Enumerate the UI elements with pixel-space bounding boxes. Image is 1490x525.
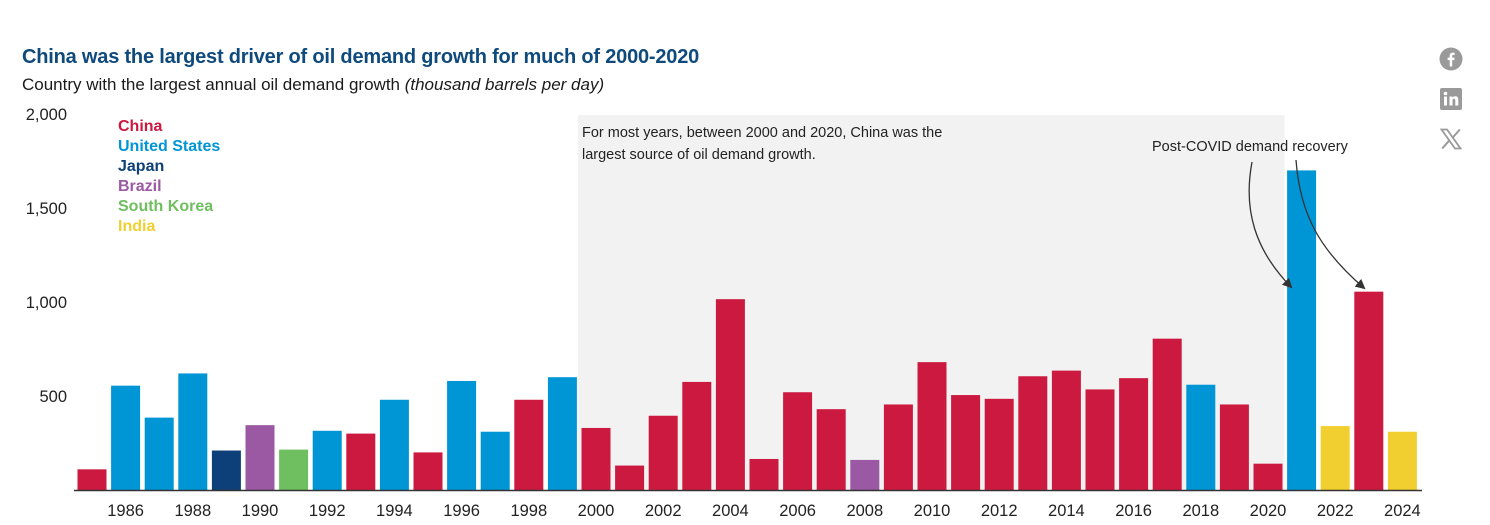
subtitle-unit: (thousand barrels per day) xyxy=(404,75,605,94)
shaded-region-note-line1: For most years, between 2000 and 2020, C… xyxy=(582,125,942,141)
bar-1995 xyxy=(413,452,443,490)
bar-1993 xyxy=(346,433,376,490)
x-tick-label: 2016 xyxy=(1115,502,1152,520)
bar-1994 xyxy=(379,399,409,490)
x-tick-label: 1990 xyxy=(242,502,279,520)
bar-2014 xyxy=(1051,370,1081,490)
x-tick-label: 2000 xyxy=(578,502,615,520)
bar-2017 xyxy=(1152,338,1182,490)
x-tick-label: 2022 xyxy=(1317,502,1354,520)
bar-1989 xyxy=(211,450,241,490)
x-tick-label: 1986 xyxy=(107,502,144,520)
x-share-button[interactable] xyxy=(1438,126,1464,152)
bar-2019 xyxy=(1219,404,1249,490)
x-tick-label: 2004 xyxy=(712,502,749,520)
x-tick-label: 1998 xyxy=(510,502,547,520)
bars xyxy=(77,170,1417,490)
x-tick-label: 1996 xyxy=(443,502,480,520)
bar-1999 xyxy=(547,377,577,490)
bar-2015 xyxy=(1085,389,1115,490)
bar-1985 xyxy=(77,469,107,490)
bar-2023 xyxy=(1354,291,1384,490)
x-tick-label: 2006 xyxy=(779,502,816,520)
bar-2021 xyxy=(1287,170,1317,490)
x-tick-label: 1994 xyxy=(376,502,413,520)
covid-recovery-note: Post-COVID demand recovery xyxy=(1152,139,1349,155)
x-tick-label: 2002 xyxy=(645,502,682,520)
bar-2002 xyxy=(648,415,678,490)
shaded-region-note-line2: largest source of oil demand growth. xyxy=(582,147,816,163)
subtitle-text: Country with the largest annual oil dema… xyxy=(22,75,405,94)
x-tick-label: 2010 xyxy=(914,502,951,520)
x-icon xyxy=(1440,128,1462,150)
x-tick-label: 1992 xyxy=(309,502,346,520)
bar-1987 xyxy=(144,417,174,490)
covid-arrow-2023 xyxy=(1295,159,1366,290)
bar-1996 xyxy=(447,380,477,490)
facebook-icon xyxy=(1439,47,1463,71)
bar-2005 xyxy=(749,458,779,490)
bar-2024 xyxy=(1387,431,1417,490)
bar-1992 xyxy=(312,430,342,490)
bar-2018 xyxy=(1186,384,1216,490)
y-tick-label: 1,500 xyxy=(26,200,67,218)
bar-2011 xyxy=(951,395,981,490)
bar-2007 xyxy=(816,409,846,490)
bar-2004 xyxy=(715,299,745,490)
bar-1990 xyxy=(245,425,275,490)
legend-united-states: United States xyxy=(118,138,221,155)
bar-2020 xyxy=(1253,463,1283,490)
bar-2013 xyxy=(1018,376,1048,490)
bar-1997 xyxy=(480,431,510,490)
legend-china: China xyxy=(118,118,163,135)
bar-1998 xyxy=(514,399,544,490)
bar-1991 xyxy=(279,449,309,490)
legend-japan: Japan xyxy=(118,158,165,175)
bar-2003 xyxy=(682,381,712,490)
chart-title: China was the largest driver of oil dema… xyxy=(22,46,700,68)
legend-brazil: Brazil xyxy=(118,178,162,195)
bar-2010 xyxy=(917,362,947,490)
chart-subtitle: Country with the largest annual oil dema… xyxy=(22,75,604,95)
bar-2022 xyxy=(1320,426,1350,490)
bar-2012 xyxy=(984,398,1014,490)
bar-2008 xyxy=(850,459,880,490)
covid-arrow-2021 xyxy=(1248,161,1293,289)
x-tick-label: 1988 xyxy=(174,502,211,520)
y-axis: 500 1,000 1,500 2,000 xyxy=(26,106,67,406)
bar-2016 xyxy=(1119,378,1149,490)
bar-2001 xyxy=(615,465,645,490)
linkedin-share-button[interactable] xyxy=(1438,86,1464,112)
x-tick-label: 2012 xyxy=(981,502,1018,520)
bar-1988 xyxy=(178,373,208,490)
x-tick-label: 2024 xyxy=(1384,502,1421,520)
facebook-share-button[interactable] xyxy=(1438,46,1464,72)
bar-2009 xyxy=(883,404,913,490)
linkedin-icon xyxy=(1440,88,1462,110)
legend-india: India xyxy=(118,218,156,235)
x-tick-label: 2018 xyxy=(1182,502,1219,520)
legend-south-korea: South Korea xyxy=(118,198,214,215)
x-axis: 1986 1988 1990 1992 1994 1996 1998 2000 2002 2004… xyxy=(107,502,1421,520)
x-tick-label: 2008 xyxy=(846,502,883,520)
bar-2000 xyxy=(581,427,611,490)
x-tick-label: 2014 xyxy=(1048,502,1085,520)
y-tick-label: 2,000 xyxy=(26,106,67,124)
bar-1986 xyxy=(111,385,141,490)
bar-2006 xyxy=(783,392,813,490)
y-tick-label: 500 xyxy=(39,388,67,406)
y-tick-label: 1,000 xyxy=(26,294,67,312)
x-tick-label: 2020 xyxy=(1250,502,1287,520)
